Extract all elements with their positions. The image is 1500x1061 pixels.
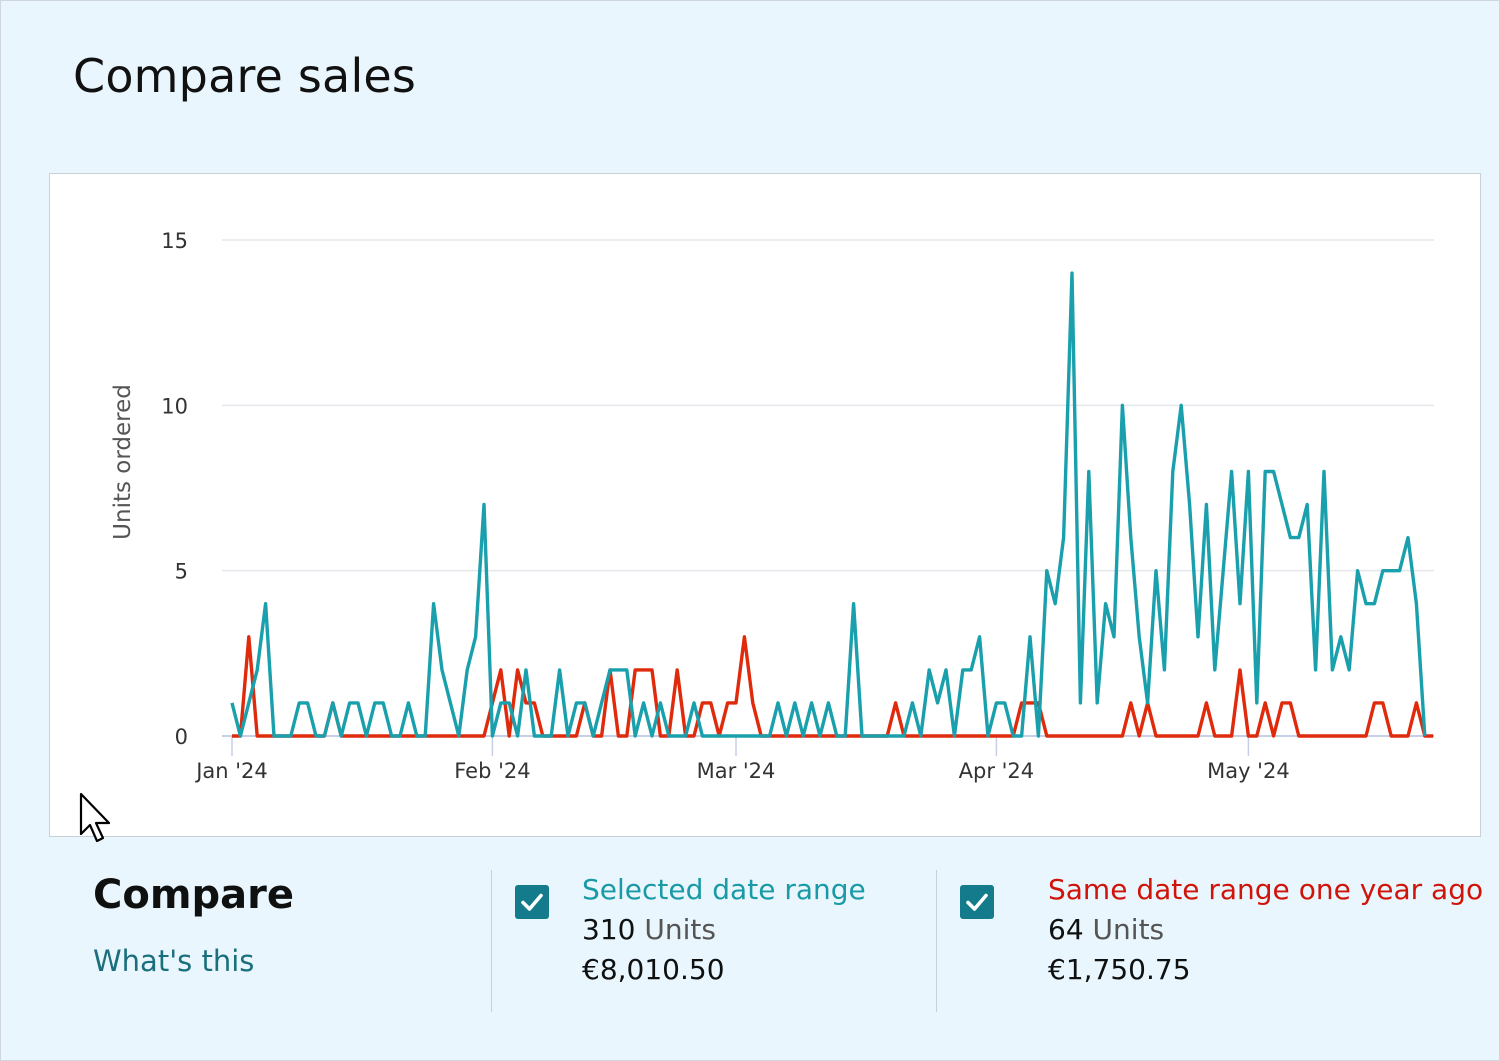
selected-range-summary: Selected date range 310 Units €8,010.50: [582, 870, 866, 990]
previous-year-summary: Same date range one year ago 64 Units €1…: [1048, 870, 1483, 990]
y-tick-label: 15: [161, 229, 188, 253]
x-tick-label: Jan '24: [194, 759, 268, 783]
sales-line-chart: 0 5 10 15 Jan '24 Feb '24 Mar '24 Apr '24 May '…: [110, 229, 1434, 783]
previous-units-value: 64: [1048, 913, 1084, 946]
series-line-selected-range: [230, 271, 1427, 738]
compare-divider: [491, 870, 492, 1012]
page-title: Compare sales: [73, 49, 417, 103]
y-tick-label: 0: [175, 725, 188, 749]
selected-range-checkbox[interactable]: [515, 885, 549, 919]
y-tick-label: 5: [175, 560, 188, 584]
x-tick-label: May '24: [1207, 759, 1290, 783]
selected-range-units: 310 Units: [582, 910, 866, 950]
previous-year-amount: €1,750.75: [1048, 953, 1191, 986]
chart-series: [230, 271, 1434, 738]
previous-year-label: Same date range one year ago: [1048, 873, 1484, 906]
y-tick-label: 10: [161, 394, 188, 418]
selected-units-label: Units: [644, 913, 716, 946]
mouse-cursor-icon: [79, 792, 111, 843]
x-tick-label: Mar '24: [697, 759, 776, 783]
compare-section: Compare: [93, 872, 294, 918]
x-tick-label: Feb '24: [454, 759, 530, 783]
sales-chart: 0 5 10 15 Jan '24 Feb '24 Mar '24 Apr '24 May '…: [49, 173, 1481, 837]
previous-year-checkbox[interactable]: [960, 885, 994, 919]
selected-range-label: Selected date range: [582, 873, 866, 906]
compare-divider: [936, 870, 937, 1012]
selected-units-value: 310: [582, 913, 636, 946]
checkmark-icon: [521, 893, 543, 911]
compare-heading: Compare: [93, 872, 294, 918]
previous-year-units: 64 Units: [1048, 910, 1483, 950]
previous-units-label: Units: [1092, 913, 1165, 946]
y-axis-title: Units ordered: [110, 384, 136, 540]
x-axis-ticks: Jan '24 Feb '24 Mar '24 Apr '24 May '24: [194, 736, 1290, 783]
y-axis-ticks: 0 5 10 15: [161, 229, 188, 749]
x-tick-label: Apr '24: [959, 759, 1035, 783]
whats-this-link[interactable]: What's this: [93, 944, 255, 978]
selected-range-amount: €8,010.50: [582, 953, 725, 986]
chart-gridlines: [222, 239, 1434, 737]
series-line-one-year-ago: [232, 635, 1434, 738]
checkmark-icon: [966, 893, 988, 911]
